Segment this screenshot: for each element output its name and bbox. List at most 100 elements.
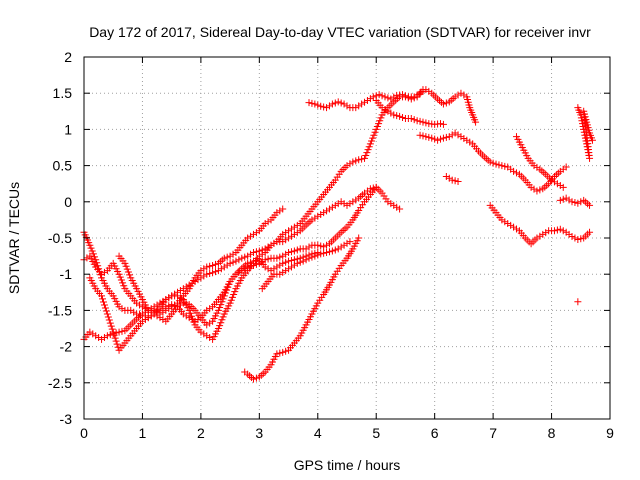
- x-tick-label: 3: [255, 425, 263, 441]
- data-point-marker: [185, 314, 193, 322]
- data-point-marker: [136, 312, 144, 320]
- data-point-marker: [346, 238, 354, 246]
- data-point-marker: [554, 169, 562, 177]
- data-point-marker: [276, 349, 284, 357]
- data-point-marker: [117, 276, 125, 284]
- data-point-marker: [219, 313, 227, 321]
- data-point-marker: [413, 91, 421, 99]
- data-point-marker: [298, 225, 306, 233]
- data-point-marker: [550, 178, 558, 186]
- data-point-marker: [305, 254, 313, 262]
- data-point-marker: [377, 114, 385, 122]
- data-point-marker: [457, 89, 465, 97]
- data-point-marker: [454, 131, 462, 139]
- data-point-marker: [107, 322, 115, 330]
- data-point-marker: [311, 100, 319, 108]
- data-point-marker: [372, 125, 380, 133]
- x-tick-label: 8: [548, 425, 556, 441]
- data-point-marker: [159, 297, 167, 305]
- data-point-marker: [287, 232, 295, 240]
- data-point-marker: [282, 258, 290, 266]
- data-point-marker: [527, 240, 535, 248]
- data-point-marker: [365, 143, 373, 151]
- data-point-marker: [425, 87, 433, 95]
- data-point-marker: [449, 95, 457, 103]
- data-point-marker: [118, 305, 126, 313]
- data-point-marker: [442, 99, 450, 107]
- data-point-marker: [101, 304, 109, 312]
- data-point-marker: [138, 303, 146, 311]
- data-point-marker: [308, 99, 316, 107]
- data-point-marker: [229, 250, 237, 258]
- data-point-marker: [588, 136, 596, 144]
- data-point-marker: [529, 238, 537, 246]
- data-point-marker: [212, 268, 219, 276]
- data-point-marker: [366, 140, 374, 148]
- data-point-marker: [200, 330, 208, 338]
- data-point-marker: [200, 272, 208, 280]
- data-point-marker: [340, 100, 348, 108]
- data-point-marker: [264, 218, 272, 226]
- data-point-marker: [539, 230, 547, 238]
- data-point-marker: [559, 227, 567, 235]
- data-point-marker: [273, 263, 281, 271]
- data-point-marker: [235, 256, 243, 264]
- data-point-marker: [371, 128, 379, 136]
- data-point-marker: [422, 119, 430, 127]
- data-point-marker: [530, 162, 538, 170]
- data-point-marker: [174, 303, 182, 311]
- data-point-marker: [130, 308, 138, 316]
- data-point-marker: [203, 306, 211, 314]
- data-point-marker: [182, 300, 190, 308]
- data-point-marker: [302, 256, 310, 264]
- data-point-marker: [396, 112, 404, 120]
- data-point-marker: [261, 220, 269, 228]
- data-point-marker: [217, 265, 225, 273]
- data-point-marker: [533, 163, 541, 171]
- data-point-marker: [87, 244, 95, 252]
- data-point-marker: [290, 230, 298, 238]
- data-point-marker: [126, 271, 134, 279]
- data-point-marker: [122, 262, 130, 270]
- data-point-marker: [200, 265, 208, 273]
- data-point-marker: [355, 234, 363, 242]
- data-point-marker: [401, 92, 409, 100]
- data-point-marker: [530, 185, 538, 193]
- data-point-marker: [512, 169, 520, 177]
- data-point-marker: [328, 100, 336, 108]
- data-point-marker: [287, 248, 295, 256]
- data-point-marker: [226, 252, 234, 260]
- data-point-marker: [276, 253, 284, 261]
- data-point-marker: [247, 258, 255, 266]
- data-point-marker: [150, 310, 158, 318]
- data-point-marker: [482, 155, 490, 163]
- data-point-marker: [384, 94, 392, 102]
- data-point-marker: [217, 301, 225, 309]
- data-point-marker: [100, 268, 108, 276]
- data-point-marker: [486, 158, 494, 166]
- data-point-marker: [231, 288, 239, 296]
- data-point-marker: [247, 250, 255, 258]
- data-point-marker: [290, 247, 298, 255]
- data-point-marker: [229, 258, 237, 266]
- data-point-marker: [127, 321, 135, 329]
- data-point-marker: [325, 205, 333, 213]
- data-point-marker: [320, 249, 328, 257]
- data-point-marker: [217, 319, 225, 327]
- data-point-marker: [536, 186, 544, 194]
- data-point-marker: [104, 313, 112, 321]
- data-point-marker: [174, 288, 182, 296]
- data-point-marker: [498, 216, 506, 224]
- data-point-marker: [123, 265, 131, 273]
- data-point-marker: [363, 96, 371, 104]
- data-point-marker: [568, 233, 576, 241]
- data-point-marker: [387, 200, 395, 208]
- data-point-marker: [279, 252, 287, 260]
- data-point-marker: [203, 270, 211, 278]
- data-point-marker: [124, 268, 132, 276]
- data-point-marker: [305, 243, 313, 251]
- data-point-marker: [179, 310, 187, 318]
- data-point-marker: [203, 332, 211, 340]
- data-point-marker: [416, 117, 424, 125]
